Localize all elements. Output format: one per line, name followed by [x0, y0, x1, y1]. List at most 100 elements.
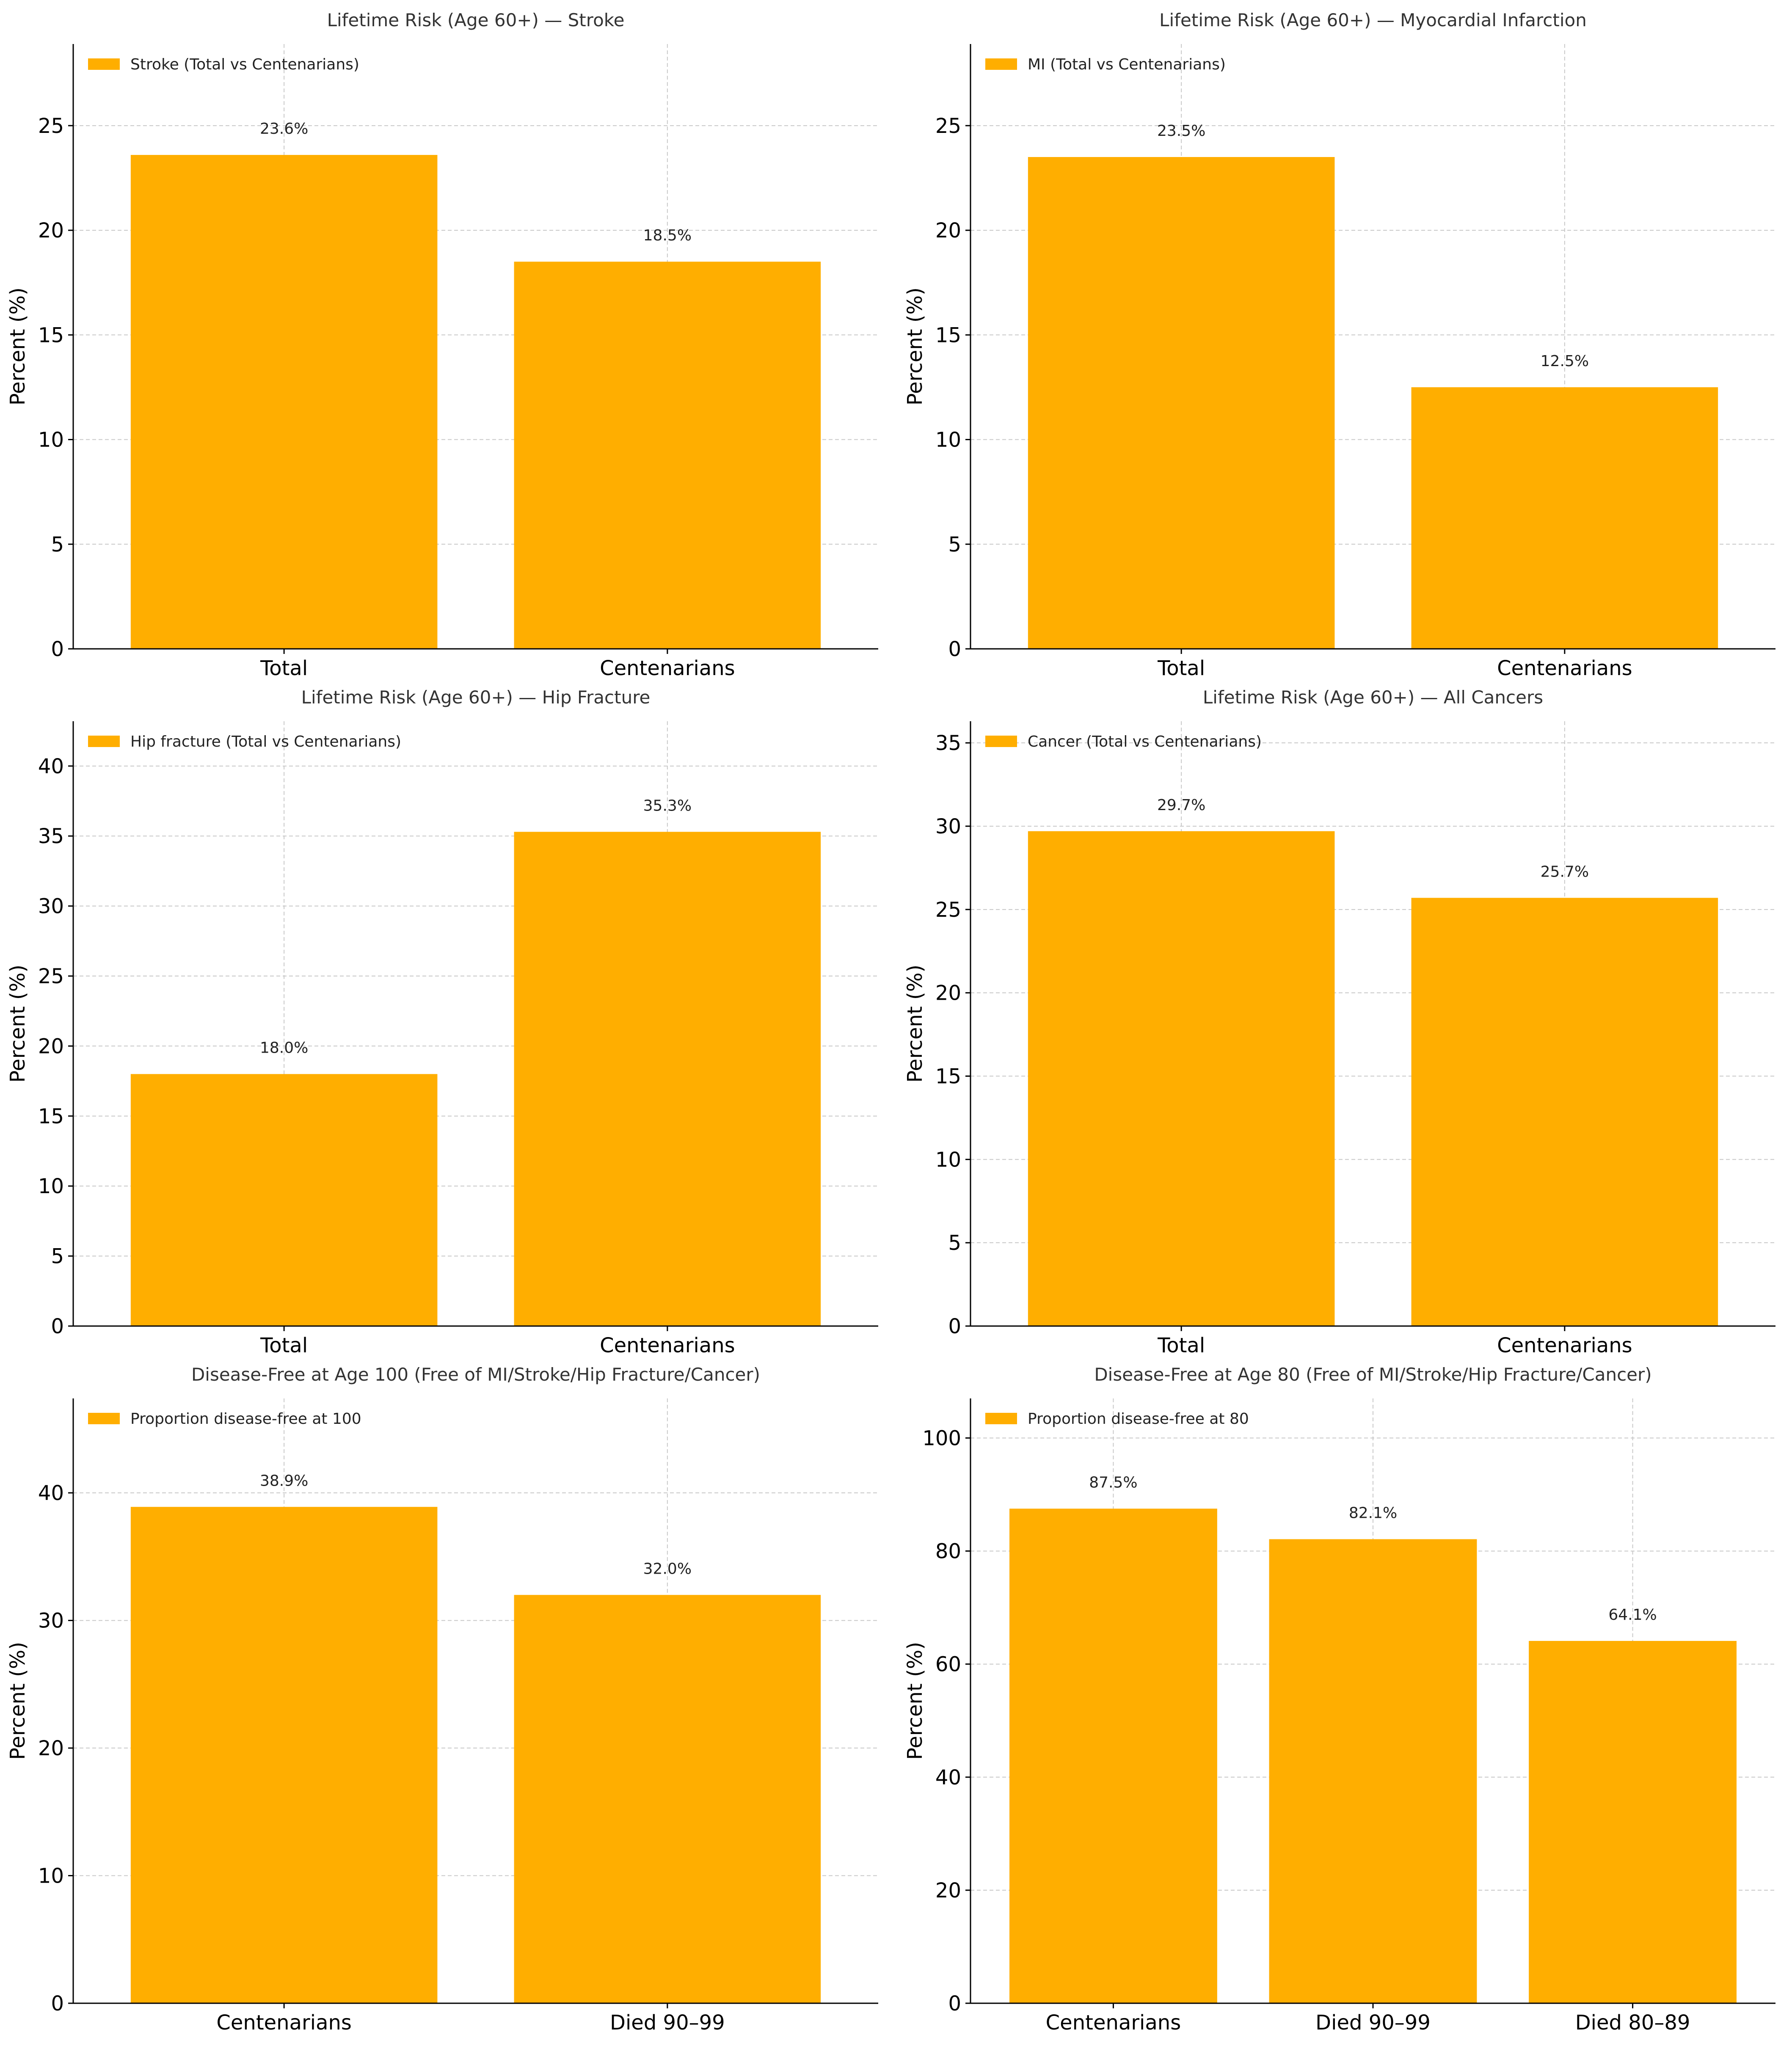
x-tick-label: Total [260, 656, 308, 680]
y-tick-label: 30 [38, 1609, 64, 1633]
y-tick-label: 10 [38, 1864, 64, 1888]
legend-label: Hip fracture (Total vs Centenarians) [130, 733, 401, 750]
bar-data-label: 25.7% [1541, 863, 1589, 880]
chart-title: Lifetime Risk (Age 60+) — Stroke [327, 10, 625, 30]
bar-data-label: 18.0% [260, 1040, 308, 1057]
chart-panel-2: 23.5% 12.5% 0 5 10 15 20 25 Total Centenarians Per… [903, 10, 1775, 680]
y-tick-label: 5 [948, 533, 961, 557]
x-tick-label: Centenarians [1497, 1334, 1632, 1357]
y-tick-label: 20 [935, 1879, 961, 1903]
y-tick-label: 25 [935, 114, 961, 138]
y-tick-label: 15 [38, 323, 64, 347]
y-tick-label: 0 [51, 1315, 64, 1338]
bar [514, 832, 821, 1326]
y-tick-label: 10 [935, 428, 961, 452]
y-tick-label: 20 [38, 1034, 64, 1058]
bar [1411, 387, 1718, 649]
y-tick-label: 10 [38, 428, 64, 452]
y-tick-label: 25 [935, 898, 961, 922]
y-tick-label: 5 [51, 1245, 64, 1268]
y-axis-label: Percent (%) [6, 287, 30, 405]
y-tick-label: 0 [51, 1992, 64, 2016]
y-tick-label: 15 [935, 1065, 961, 1089]
x-tick-label: Centenarians [216, 2011, 352, 2035]
x-tick-label: Centenarians [600, 656, 735, 680]
y-tick-label: 20 [935, 219, 961, 243]
y-tick-label: 30 [38, 895, 64, 918]
legend-label: Proportion disease-free at 80 [1028, 1410, 1249, 1428]
bar-data-label: 64.1% [1608, 1606, 1657, 1624]
y-axis-label: Percent (%) [6, 1642, 30, 1760]
bar-data-label: 38.9% [260, 1472, 308, 1489]
bar [130, 155, 438, 649]
bar [130, 1507, 438, 2003]
y-tick-label: 10 [38, 1175, 64, 1198]
y-tick-label: 80 [935, 1540, 961, 1563]
y-axis-label: Percent (%) [6, 965, 30, 1083]
chart-title: Lifetime Risk (Age 60+) — Myocardial Inf… [1159, 10, 1587, 30]
bar [1529, 1641, 1737, 2003]
chart-panel-5: 38.9% 32.0% 0 10 20 30 40 Centenarians Died 90–9… [6, 1364, 878, 2035]
bar [130, 1074, 438, 1326]
y-axis-label: Percent (%) [903, 965, 927, 1083]
bar-data-label: 12.5% [1541, 353, 1589, 370]
y-tick-label: 30 [935, 815, 961, 838]
bar [514, 262, 821, 649]
bar-data-label: 18.5% [643, 227, 692, 244]
bar [1009, 1508, 1217, 2003]
bar-data-label: 87.5% [1089, 1474, 1137, 1491]
legend-swatch [88, 736, 120, 747]
bar-data-label: 29.7% [1157, 797, 1205, 814]
x-tick-label: Centenarians [1497, 656, 1632, 680]
y-tick-label: 15 [935, 323, 961, 347]
bar-data-label: 23.5% [1157, 122, 1205, 140]
chart-panel-6: 87.5% 82.1% 64.1% 0 20 40 60 80 100 Centenarians D… [903, 1364, 1775, 2035]
y-tick-label: 25 [38, 114, 64, 138]
x-tick-label: Died 90–99 [610, 2011, 725, 2035]
y-tick-label: 40 [38, 755, 64, 778]
y-axis-label: Percent (%) [903, 287, 927, 405]
y-tick-label: 100 [922, 1426, 961, 1450]
legend-label: MI (Total vs Centenarians) [1028, 56, 1226, 73]
y-tick-label: 5 [51, 533, 64, 557]
legend-label: Proportion disease-free at 100 [130, 1410, 361, 1428]
y-tick-label: 40 [38, 1481, 64, 1505]
bar [1028, 831, 1335, 1326]
chart-title: Lifetime Risk (Age 60+) — Hip Fracture [301, 687, 651, 708]
x-tick-label: Died 80–89 [1575, 2011, 1690, 2035]
x-tick-label: Centenarians [1046, 2011, 1181, 2035]
x-tick-label: Centenarians [600, 1334, 735, 1357]
chart-panel-4: 29.7% 25.7% 0 5 10 15 20 25 30 35 Total Centenarian… [903, 687, 1775, 1357]
y-tick-label: 10 [935, 1148, 961, 1172]
legend-swatch [985, 58, 1017, 70]
legend-swatch [985, 1413, 1017, 1424]
legend-label: Cancer (Total vs Centenarians) [1028, 733, 1262, 750]
chart-title: Disease-Free at Age 100 (Free of MI/Stro… [191, 1364, 760, 1385]
y-tick-label: 0 [948, 637, 961, 661]
y-tick-label: 60 [935, 1653, 961, 1677]
y-tick-label: 0 [51, 637, 64, 661]
bar-data-label: 32.0% [643, 1560, 692, 1577]
y-tick-label: 20 [38, 219, 64, 243]
chart-panel-1: 23.6% 18.5% 0 5 10 15 20 25 Total Centenarians Per… [6, 10, 878, 680]
legend-label: Stroke (Total vs Centenarians) [130, 56, 359, 73]
x-tick-label: Total [260, 1334, 308, 1357]
legend-swatch [88, 1413, 120, 1424]
y-tick-label: 35 [38, 824, 64, 848]
bar-data-label: 82.1% [1349, 1505, 1397, 1522]
x-tick-label: Died 90–99 [1315, 2011, 1431, 2035]
x-tick-label: Total [1157, 1334, 1205, 1357]
chart-title: Disease-Free at Age 80 (Free of MI/Strok… [1094, 1364, 1651, 1385]
y-tick-label: 25 [38, 965, 64, 988]
y-tick-label: 5 [948, 1231, 961, 1255]
y-tick-label: 15 [38, 1105, 64, 1128]
bar [514, 1595, 821, 2003]
bar [1411, 898, 1718, 1326]
legend-swatch [88, 58, 120, 70]
y-axis-label: Percent (%) [903, 1642, 927, 1760]
chart-panel-3: 18.0% 35.3% 0 5 10 15 20 25 30 35 40 Total Centenari… [6, 687, 878, 1357]
x-tick-label: Total [1157, 656, 1205, 680]
y-tick-label: 20 [38, 1737, 64, 1760]
y-tick-label: 0 [948, 1315, 961, 1338]
